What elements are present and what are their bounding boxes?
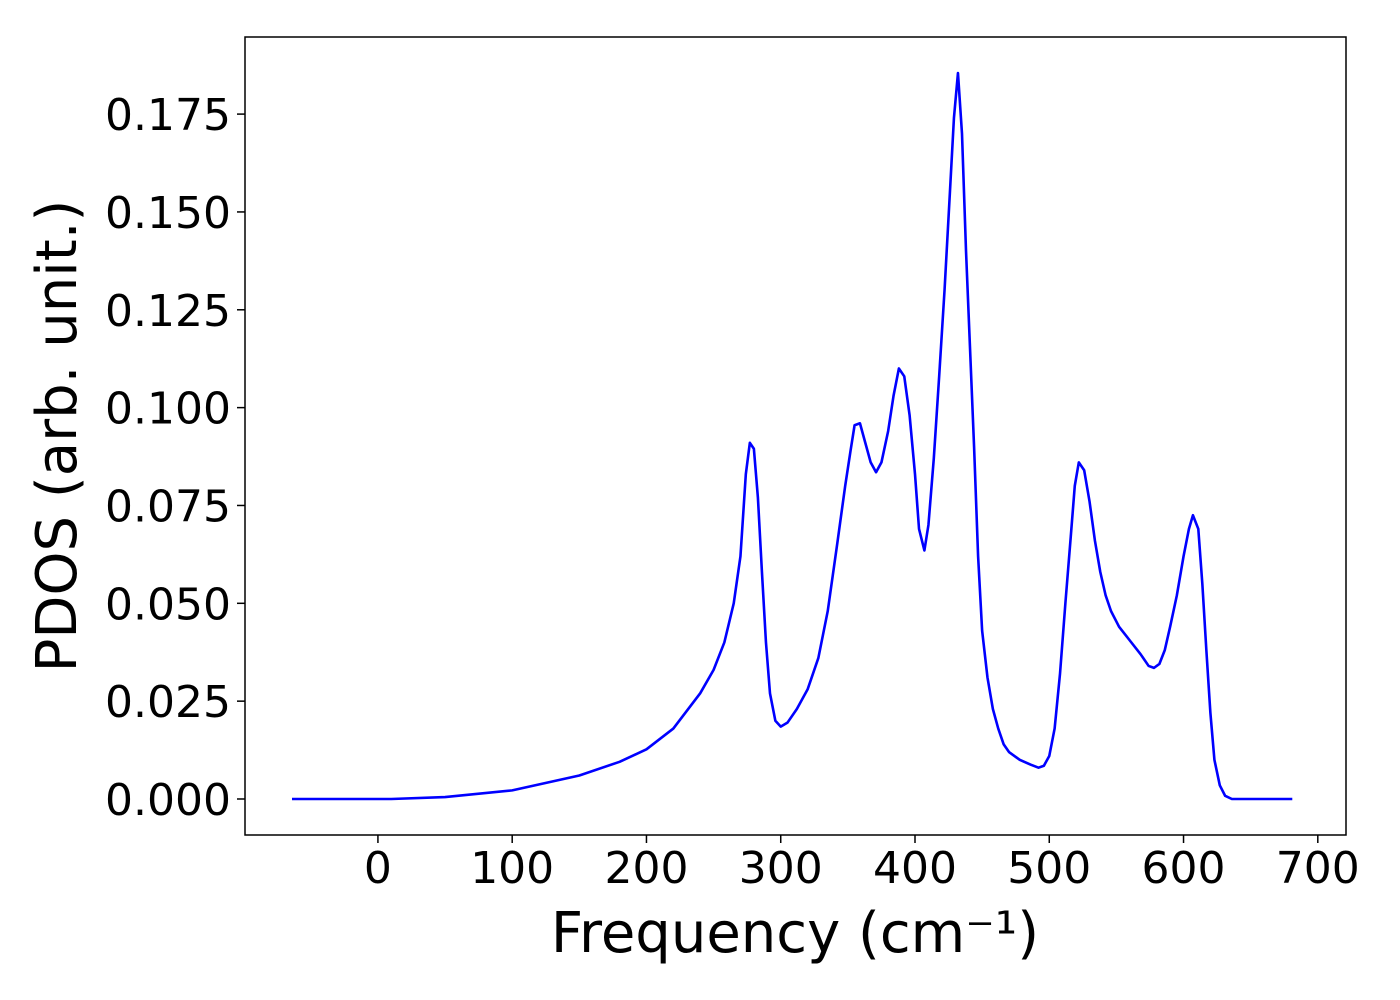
y-tick-label: 0.100 bbox=[105, 384, 231, 435]
x-tick-label: 500 bbox=[1007, 843, 1091, 894]
x-tick-label: 0 bbox=[364, 843, 392, 894]
x-tick-label: 700 bbox=[1276, 843, 1360, 894]
x-tick-label: 100 bbox=[470, 843, 554, 894]
plot-frame bbox=[244, 36, 1347, 836]
y-tick-label: 0.075 bbox=[105, 481, 231, 532]
x-tick-label: 600 bbox=[1142, 843, 1226, 894]
y-tick-label: 0.150 bbox=[105, 188, 231, 239]
y-tick-label: 0.125 bbox=[105, 286, 231, 337]
y-tick-label: 0.175 bbox=[105, 90, 231, 141]
x-tick-label: 300 bbox=[739, 843, 823, 894]
x-tick-label: 200 bbox=[604, 843, 688, 894]
x-tick-label: 400 bbox=[873, 843, 957, 894]
y-tick-label: 0.025 bbox=[105, 677, 231, 728]
y-axis-label: PDOS (arb. unit.) bbox=[25, 200, 90, 673]
y-tick-label: 0.000 bbox=[105, 775, 231, 826]
data-line bbox=[291, 71, 1293, 801]
y-tick-label: 0.050 bbox=[105, 579, 231, 630]
x-axis-label: Frequency (cm⁻¹) bbox=[551, 901, 1039, 966]
